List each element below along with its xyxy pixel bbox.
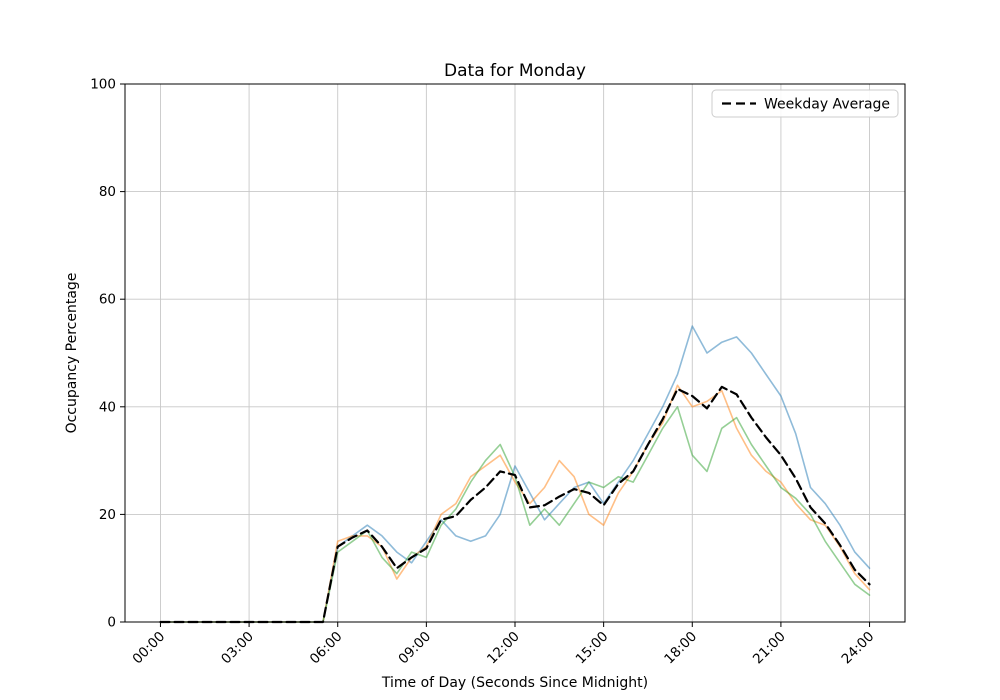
y-axis-label: Occupancy Percentage [64, 273, 80, 434]
x-axis-label: Time of Day (Seconds Since Midnight) [381, 675, 648, 691]
grid-lines [125, 83, 905, 623]
chart-title: Data for Monday [444, 61, 586, 81]
legend-box [711, 89, 899, 118]
x-tick-label: 03:00 [218, 629, 257, 668]
axis-ticks: 00:00 03:00 06:00 09:00 12:00 15:00 18:00 21:00… [90, 77, 877, 668]
x-tick-label: 12:00 [484, 629, 523, 668]
y-tick-label: 100 [90, 77, 116, 93]
legend-label: Weekday Average [764, 97, 890, 113]
x-tick-label: 18:00 [661, 629, 700, 668]
y-tick-label: 20 [99, 507, 116, 523]
legend: Weekday Average [711, 89, 899, 118]
y-tick-label: 0 [107, 615, 116, 631]
y-tick-label: 40 [99, 399, 116, 415]
y-tick-label: 60 [99, 292, 116, 308]
x-tick-label: 21:00 [750, 629, 789, 668]
x-tick-label: 15:00 [573, 629, 612, 668]
x-tick-label: 00:00 [129, 629, 168, 668]
x-tick-label: 24:00 [839, 629, 878, 668]
y-tick-label: 80 [99, 184, 116, 200]
x-tick-label: 09:00 [395, 629, 434, 668]
x-tick-label: 06:00 [307, 629, 346, 668]
